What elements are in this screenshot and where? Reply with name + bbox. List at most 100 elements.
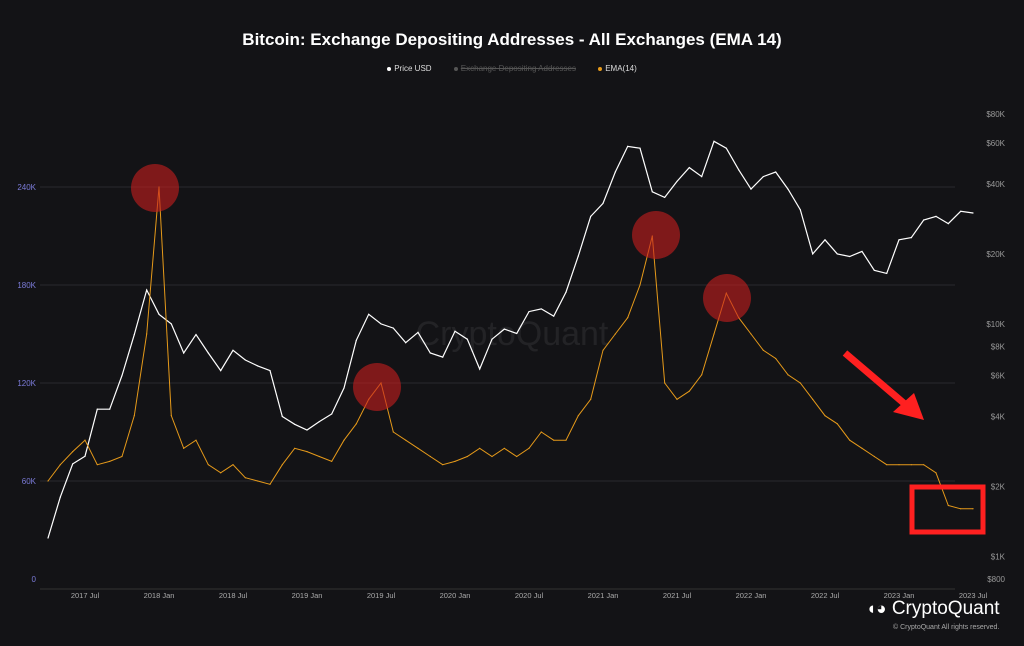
data-point [257, 365, 259, 367]
arrow-icon [842, 350, 909, 408]
data-point [540, 431, 542, 433]
data-point [232, 349, 234, 351]
data-point [960, 508, 962, 510]
data-point [614, 171, 616, 173]
data-point [528, 447, 530, 449]
data-point [220, 472, 222, 474]
data-point [750, 188, 752, 190]
data-point [306, 451, 308, 453]
data-point [676, 398, 678, 400]
data-point [824, 239, 826, 241]
data-point [651, 191, 653, 193]
data-point [787, 374, 789, 376]
data-point [540, 308, 542, 310]
data-point [787, 188, 789, 190]
data-point [72, 463, 74, 465]
data-point [775, 357, 777, 360]
data-point [614, 333, 616, 335]
data-point [331, 460, 333, 462]
data-point [503, 328, 505, 330]
data-point [849, 439, 851, 441]
data-point [392, 431, 394, 433]
y-left-tick-label: 180K [17, 281, 36, 290]
data-point [688, 167, 690, 169]
series-line-ema-14- [47, 186, 973, 510]
data-point [405, 342, 407, 344]
data-point [355, 423, 357, 425]
data-point [565, 291, 567, 293]
data-point [972, 212, 974, 214]
y-right-tick-label: $20K [986, 250, 1005, 259]
data-point [886, 464, 888, 466]
y-left-tick-label: 240K [17, 183, 36, 192]
data-point [220, 369, 222, 372]
data-point [170, 415, 172, 417]
data-point [244, 359, 246, 361]
data-point [133, 333, 135, 336]
data-point [84, 455, 86, 457]
data-point [59, 464, 61, 466]
data-point [96, 408, 98, 410]
data-point [466, 338, 468, 340]
legend-item-ema[interactable]: EMA(14) [598, 64, 637, 73]
y-right-tick-label: $40K [986, 180, 1005, 189]
data-point [331, 413, 333, 415]
data-point [207, 352, 209, 354]
data-point [762, 349, 764, 351]
data-point [701, 374, 703, 376]
x-tick-label: 2023 Jan [884, 591, 915, 600]
data-point [207, 464, 209, 466]
data-point [577, 255, 579, 257]
data-point [873, 455, 875, 458]
data-point [380, 323, 382, 325]
legend-item-price[interactable]: Price USD [387, 64, 432, 73]
data-point [873, 269, 875, 271]
x-tick-label: 2022 Jul [811, 591, 840, 600]
data-point [836, 253, 838, 255]
y-right-tick-label: $6K [991, 372, 1006, 381]
data-point [318, 421, 320, 423]
data-point [861, 447, 863, 449]
y-right-tick-label: $60K [986, 139, 1005, 148]
data-point [281, 415, 283, 418]
y-right-tick-label: $1K [991, 552, 1006, 561]
data-point [861, 250, 863, 253]
y-right-tick-label: $4K [991, 412, 1006, 421]
data-point [627, 317, 629, 319]
data-point [799, 209, 801, 211]
data-point [232, 464, 234, 466]
data-point [109, 408, 111, 410]
data-point [639, 147, 641, 149]
data-point [96, 464, 98, 466]
watermark: CryptoQuant [416, 315, 609, 353]
data-point [417, 447, 419, 449]
data-point [269, 483, 271, 485]
data-point [701, 176, 703, 178]
data-point [257, 480, 259, 482]
highlight-circle [703, 274, 751, 322]
data-point [676, 180, 678, 183]
legend-item-addresses[interactable]: Exchange Depositing Addresses [453, 64, 576, 73]
data-point [602, 202, 604, 204]
data-point [466, 455, 468, 458]
legend-label: EMA(14) [605, 64, 637, 73]
data-point [442, 356, 444, 358]
arrow-head-icon [893, 393, 924, 420]
data-point [183, 447, 185, 449]
x-tick-label: 2021 Jan [588, 591, 619, 600]
legend-dot [387, 66, 392, 71]
data-point [343, 387, 345, 389]
y-right-tick-label: $80K [986, 110, 1005, 119]
x-tick-label: 2020 Jan [440, 591, 471, 600]
data-point [121, 374, 123, 377]
data-point [183, 352, 185, 354]
data-point [244, 477, 246, 479]
data-point [713, 140, 715, 142]
data-point [898, 239, 900, 241]
y-right-tick-label: $2K [991, 482, 1006, 491]
data-point [479, 368, 481, 370]
highlight-circle [131, 164, 179, 212]
data-point [146, 333, 148, 335]
y-left-tick-label: 60K [22, 477, 37, 486]
